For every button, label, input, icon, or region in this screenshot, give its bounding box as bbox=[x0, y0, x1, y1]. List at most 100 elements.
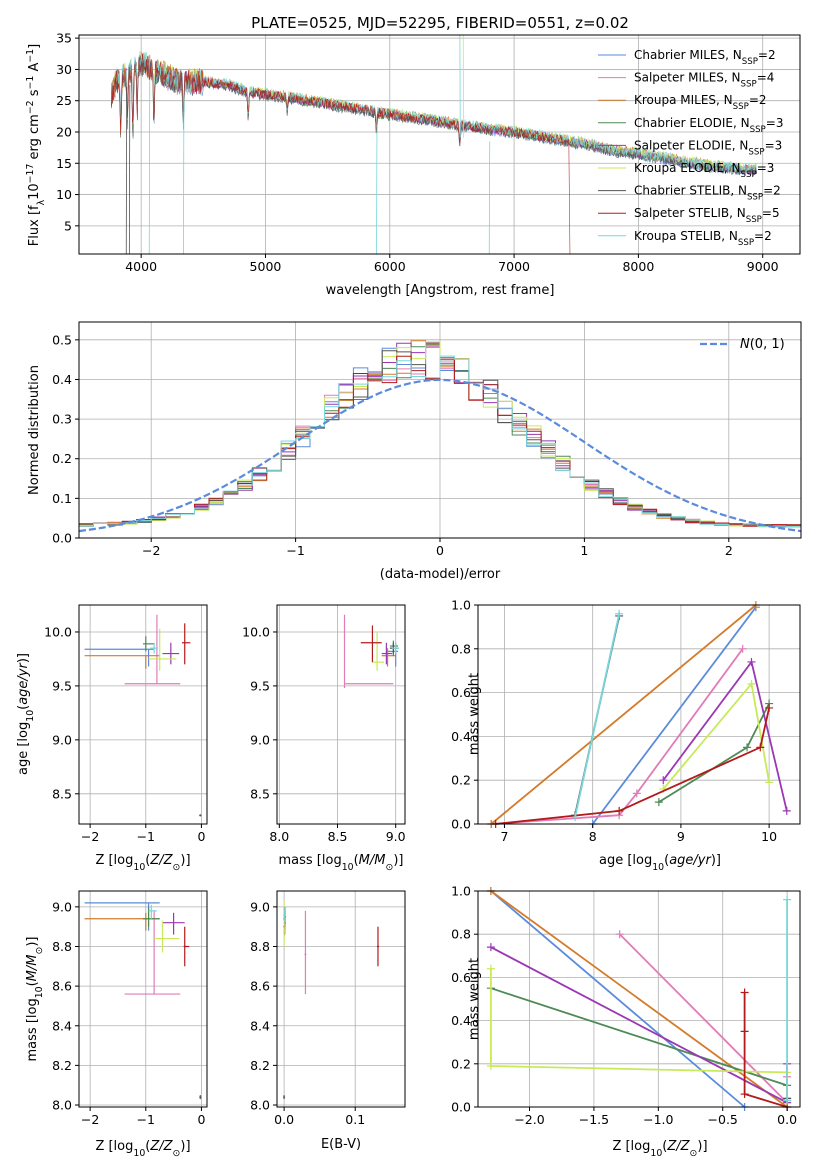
marker-plus bbox=[571, 813, 580, 822]
series-line bbox=[490, 604, 757, 825]
series-line bbox=[591, 606, 757, 825]
x-tick-label: −2 bbox=[81, 1112, 99, 1127]
x-tick-label: 9.0 bbox=[386, 829, 406, 844]
y-tick-label: 8.6 bbox=[250, 979, 270, 994]
marker-plus bbox=[659, 776, 668, 785]
series-8 bbox=[491, 703, 774, 828]
legend-label: Kroupa MILES, NSSP=2 bbox=[634, 93, 767, 112]
series-line bbox=[490, 890, 788, 1108]
errorbar-point-7 bbox=[199, 1095, 202, 1100]
y-tick-label: 0.4 bbox=[451, 729, 471, 744]
gridlines bbox=[277, 891, 405, 1107]
y-tick-label: 8.6 bbox=[52, 979, 72, 994]
histograms bbox=[79, 340, 801, 533]
errorbar-point-5 bbox=[162, 642, 180, 665]
y-tick-label: 9.0 bbox=[52, 732, 72, 747]
x-axis-label: Z [log10(Z/Z⊙)] bbox=[612, 1139, 707, 1159]
x-axis-label: Z [log10(Z/Z⊙)] bbox=[95, 853, 190, 873]
marker-plus bbox=[747, 679, 756, 688]
y-tick-label: 9.5 bbox=[250, 678, 270, 693]
y-tick-label: 10.0 bbox=[44, 624, 72, 639]
legend-label: Chabrier ELODIE, NSSP=3 bbox=[634, 116, 783, 135]
ticks: 8.0 8.5 9.0 8.5 9.0 9.5 10.0 bbox=[242, 624, 406, 844]
y-tick-label: 8.2 bbox=[52, 1058, 72, 1073]
y-axis-label: Flux [fλ10−17 erg cm−2 s−1 A−1] bbox=[25, 44, 47, 246]
series-line bbox=[490, 987, 788, 1087]
marker-plus bbox=[783, 1096, 792, 1105]
y-tick-label: 0.4 bbox=[451, 1013, 471, 1028]
y-tick-label: 0.4 bbox=[52, 372, 72, 387]
errorbar-point-2 bbox=[343, 614, 394, 689]
legend-label: Chabrier MILES, NSSP=2 bbox=[634, 48, 776, 67]
y-tick-label: 0.2 bbox=[451, 773, 471, 788]
plot-area bbox=[343, 614, 400, 689]
gridlines bbox=[79, 605, 207, 824]
legend-label: Kroupa STELIB, NSSP=2 bbox=[634, 229, 772, 248]
y-tick-label: 9.5 bbox=[52, 678, 72, 693]
ticks: 7 8 9 10 0.0 0.2 0.4 0.6 0.8 1.0 bbox=[451, 598, 777, 845]
x-tick-label: 0 bbox=[197, 1112, 205, 1127]
axes-age-vs-Z: −2 −1 0 8.5 9.0 9.5 10.0 bbox=[44, 604, 208, 844]
errorbar-point-9 bbox=[283, 906, 286, 921]
series-line-8 bbox=[111, 53, 571, 254]
x-tick-label: 1 bbox=[580, 543, 588, 558]
errorbar-point-8 bbox=[183, 926, 190, 967]
errorbar-point-3 bbox=[84, 655, 160, 669]
errorbar-point-8 bbox=[376, 926, 379, 967]
y-axis-label-text: mass [log10(M/M⊙)] bbox=[25, 937, 45, 1062]
y-tick-label: 0.0 bbox=[52, 531, 72, 546]
marker-plus bbox=[740, 988, 749, 997]
y-tick-label: 1.0 bbox=[451, 884, 471, 899]
legend-label: Salpeter STELIB, NSSP=5 bbox=[634, 206, 780, 225]
x-tick-label: −2 bbox=[142, 543, 160, 558]
y-axis-label-text: age [log10(age/yr)] bbox=[16, 653, 36, 775]
y-tick-label: 20 bbox=[56, 124, 72, 139]
plot-area bbox=[79, 340, 801, 533]
x-tick-label: −1 bbox=[137, 829, 155, 844]
y-tick-label: 5 bbox=[64, 218, 72, 233]
series-line-9 bbox=[111, 51, 757, 173]
axes-frame bbox=[78, 890, 208, 1108]
x-axis-label: (data-model)/error bbox=[380, 567, 501, 582]
series-9 bbox=[571, 609, 624, 822]
axes-mass-weight-vs-age: 7 8 9 10 0.0 0.2 0.4 0.6 0.8 1.0 bbox=[451, 598, 801, 845]
series-2 bbox=[615, 930, 792, 1107]
marker-plus bbox=[740, 1090, 749, 1099]
series-line bbox=[490, 968, 788, 1107]
x-tick-label: 9000 bbox=[747, 259, 779, 274]
legend: Chabrier MILES, NSSP=2 Salpeter MILES, NS… bbox=[598, 48, 783, 248]
y-axis-label: Normed distribution bbox=[27, 365, 42, 495]
x-tick-label: 0.0 bbox=[777, 1112, 797, 1127]
x-axis-label: E(B-V) bbox=[321, 1137, 361, 1152]
y-tick-label: 8.0 bbox=[250, 1098, 270, 1113]
errorbar-point-8 bbox=[360, 625, 382, 663]
series-line bbox=[491, 648, 744, 825]
errorbar-point-6 bbox=[148, 628, 177, 671]
series-line bbox=[658, 703, 770, 803]
marker-plus bbox=[782, 806, 791, 815]
y-tick-label: 8.5 bbox=[52, 786, 72, 801]
marker-plus bbox=[615, 609, 624, 618]
errorbar-point-7 bbox=[199, 814, 202, 817]
y-tick-label: 0.0 bbox=[451, 817, 471, 832]
errorbar-point-2 bbox=[304, 910, 307, 995]
errorbar-point-2 bbox=[124, 614, 181, 685]
axes-frame bbox=[78, 34, 801, 255]
y-tick-label: 10.0 bbox=[242, 624, 270, 639]
axes-frame bbox=[477, 890, 801, 1108]
series-line bbox=[490, 890, 746, 1108]
errorbar-point-4 bbox=[143, 636, 155, 652]
histogram-series-9 bbox=[79, 355, 801, 528]
x-tick-label: −1 bbox=[286, 543, 304, 558]
legend-label: Salpeter MILES, NSSP=4 bbox=[634, 71, 774, 90]
errorbar-point-7 bbox=[283, 1095, 286, 1100]
plot-area bbox=[84, 902, 202, 1100]
axes-age-vs-mass: 8.0 8.5 9.0 8.5 9.0 9.5 10.0 bbox=[242, 604, 406, 844]
x-tick-label: −1.5 bbox=[579, 1112, 609, 1127]
axes-frame bbox=[78, 321, 802, 539]
legend-label: N(0, 1) bbox=[740, 337, 785, 352]
marker-plus bbox=[632, 789, 641, 798]
series-line-6 bbox=[111, 50, 757, 172]
y-tick-label: 0.6 bbox=[451, 970, 471, 985]
